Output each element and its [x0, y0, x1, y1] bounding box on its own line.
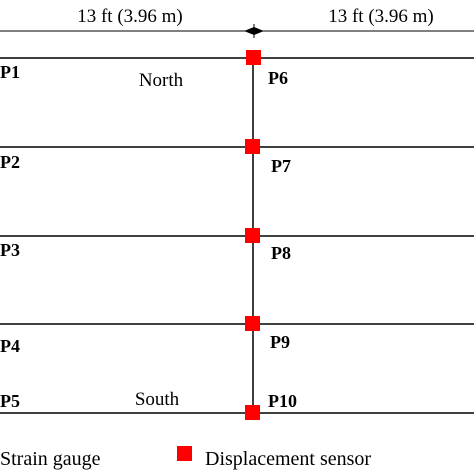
gauge-label-p1: P1	[0, 62, 20, 82]
displacement-sensor-1	[246, 50, 261, 65]
gauge-label-p7: P7	[271, 156, 291, 176]
region-label-south: South	[135, 389, 180, 410]
gauge-label-p6: P6	[268, 68, 288, 88]
gauge-label-p2: P2	[0, 152, 20, 172]
gauge-label-p3: P3	[0, 240, 20, 260]
gauge-label-p4: P4	[0, 336, 20, 356]
dimension-arrow-right	[254, 27, 264, 35]
legend-displacement-sensor-icon	[177, 446, 192, 461]
gauge-label-p8: P8	[271, 243, 291, 263]
region-label-north: North	[139, 70, 184, 91]
gauge-label-p9: P9	[270, 332, 290, 352]
displacement-sensor-4	[245, 316, 260, 331]
displacement-sensor-3	[245, 228, 260, 243]
legend-strain-gauge-label: Strain gauge	[0, 448, 101, 470]
gauge-label-p10: P10	[268, 391, 297, 411]
displacement-sensor-5	[245, 405, 260, 420]
legend-displacement-sensor-label: Displacement sensor	[205, 448, 371, 470]
dimension-label-right: 13 ft (3.96 m)	[328, 6, 434, 27]
dimension-arrow-left	[244, 27, 254, 35]
displacement-sensor-2	[245, 139, 260, 154]
gauge-label-p5: P5	[0, 391, 20, 411]
dimension-label-left: 13 ft (3.96 m)	[77, 6, 183, 27]
